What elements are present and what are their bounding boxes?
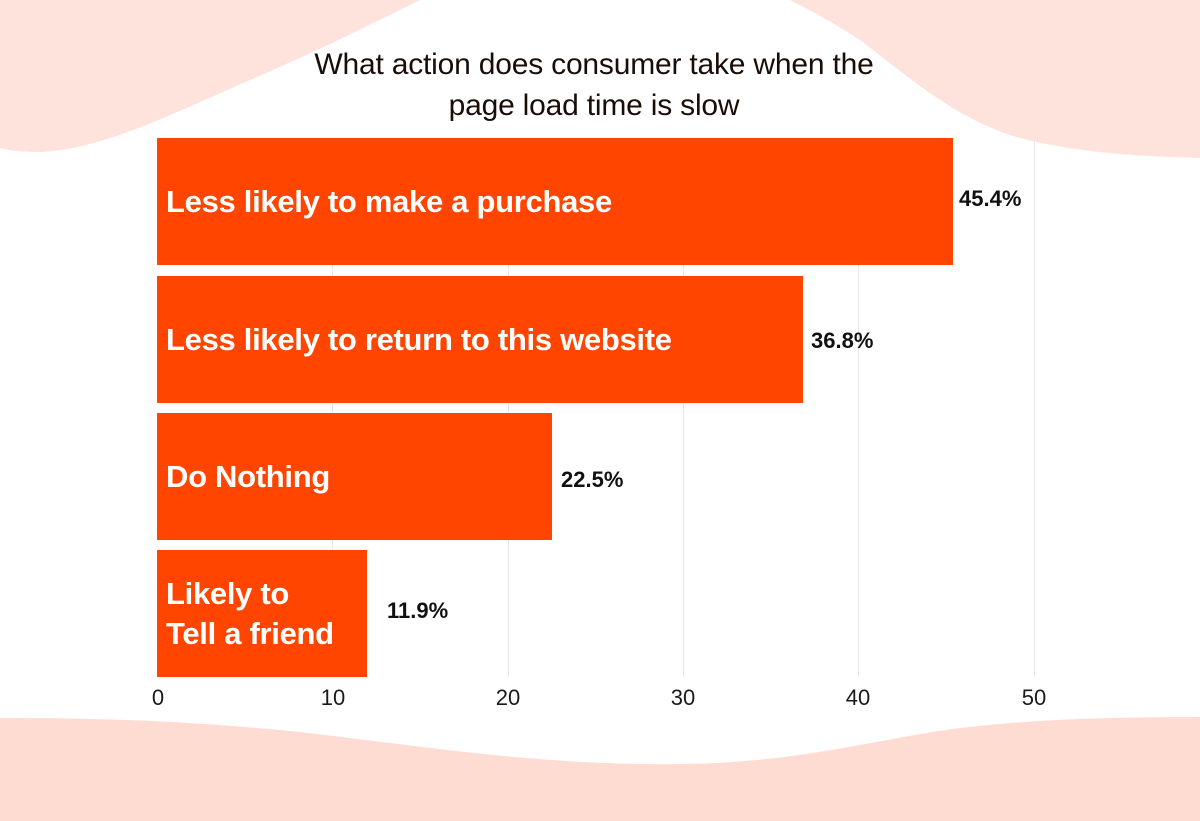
x-tick-40: 40 — [845, 685, 871, 710]
bar-label: Do Nothing — [166, 458, 331, 494]
value-label: 36.8% — [811, 328, 874, 353]
gridline-40 — [858, 140, 859, 677]
bar-less-likely-return: Less likely to return to this website — [157, 276, 803, 403]
bottom-blob — [0, 717, 1200, 821]
x-tick-0: 0 — [151, 685, 165, 710]
chart-title: What action does consumer take when the … — [244, 44, 944, 126]
gridline-50 — [1034, 140, 1035, 677]
bar-label: Less likely to make a purchase — [166, 183, 612, 219]
value-label: 22.5% — [561, 467, 624, 492]
x-tick-50: 50 — [1021, 685, 1047, 710]
x-tick-30: 30 — [670, 685, 696, 710]
bar-less-likely-purchase: Less likely to make a purchase — [157, 138, 953, 265]
x-tick-10: 10 — [320, 685, 346, 710]
bar-label: Less likely to return to this website — [166, 321, 672, 357]
value-label: 45.4% — [959, 186, 1022, 211]
gridline-30 — [683, 140, 684, 677]
top-right-blob — [790, 0, 1200, 158]
gridline-20 — [508, 140, 509, 677]
bar-tell-a-friend: Likely to Tell a friend — [157, 550, 367, 677]
gridline-10 — [332, 140, 333, 677]
bar-label: Likely to Tell a friend — [166, 575, 334, 651]
chart-title-line-2: page load time is slow — [448, 89, 740, 122]
bar-do-nothing: Do Nothing — [157, 413, 552, 540]
x-tick-20: 20 — [495, 685, 521, 710]
value-label: 11.9% — [387, 598, 449, 623]
chart-title-line-1: What action does consumer take when the — [314, 48, 874, 81]
top-left-blob — [0, 0, 420, 152]
